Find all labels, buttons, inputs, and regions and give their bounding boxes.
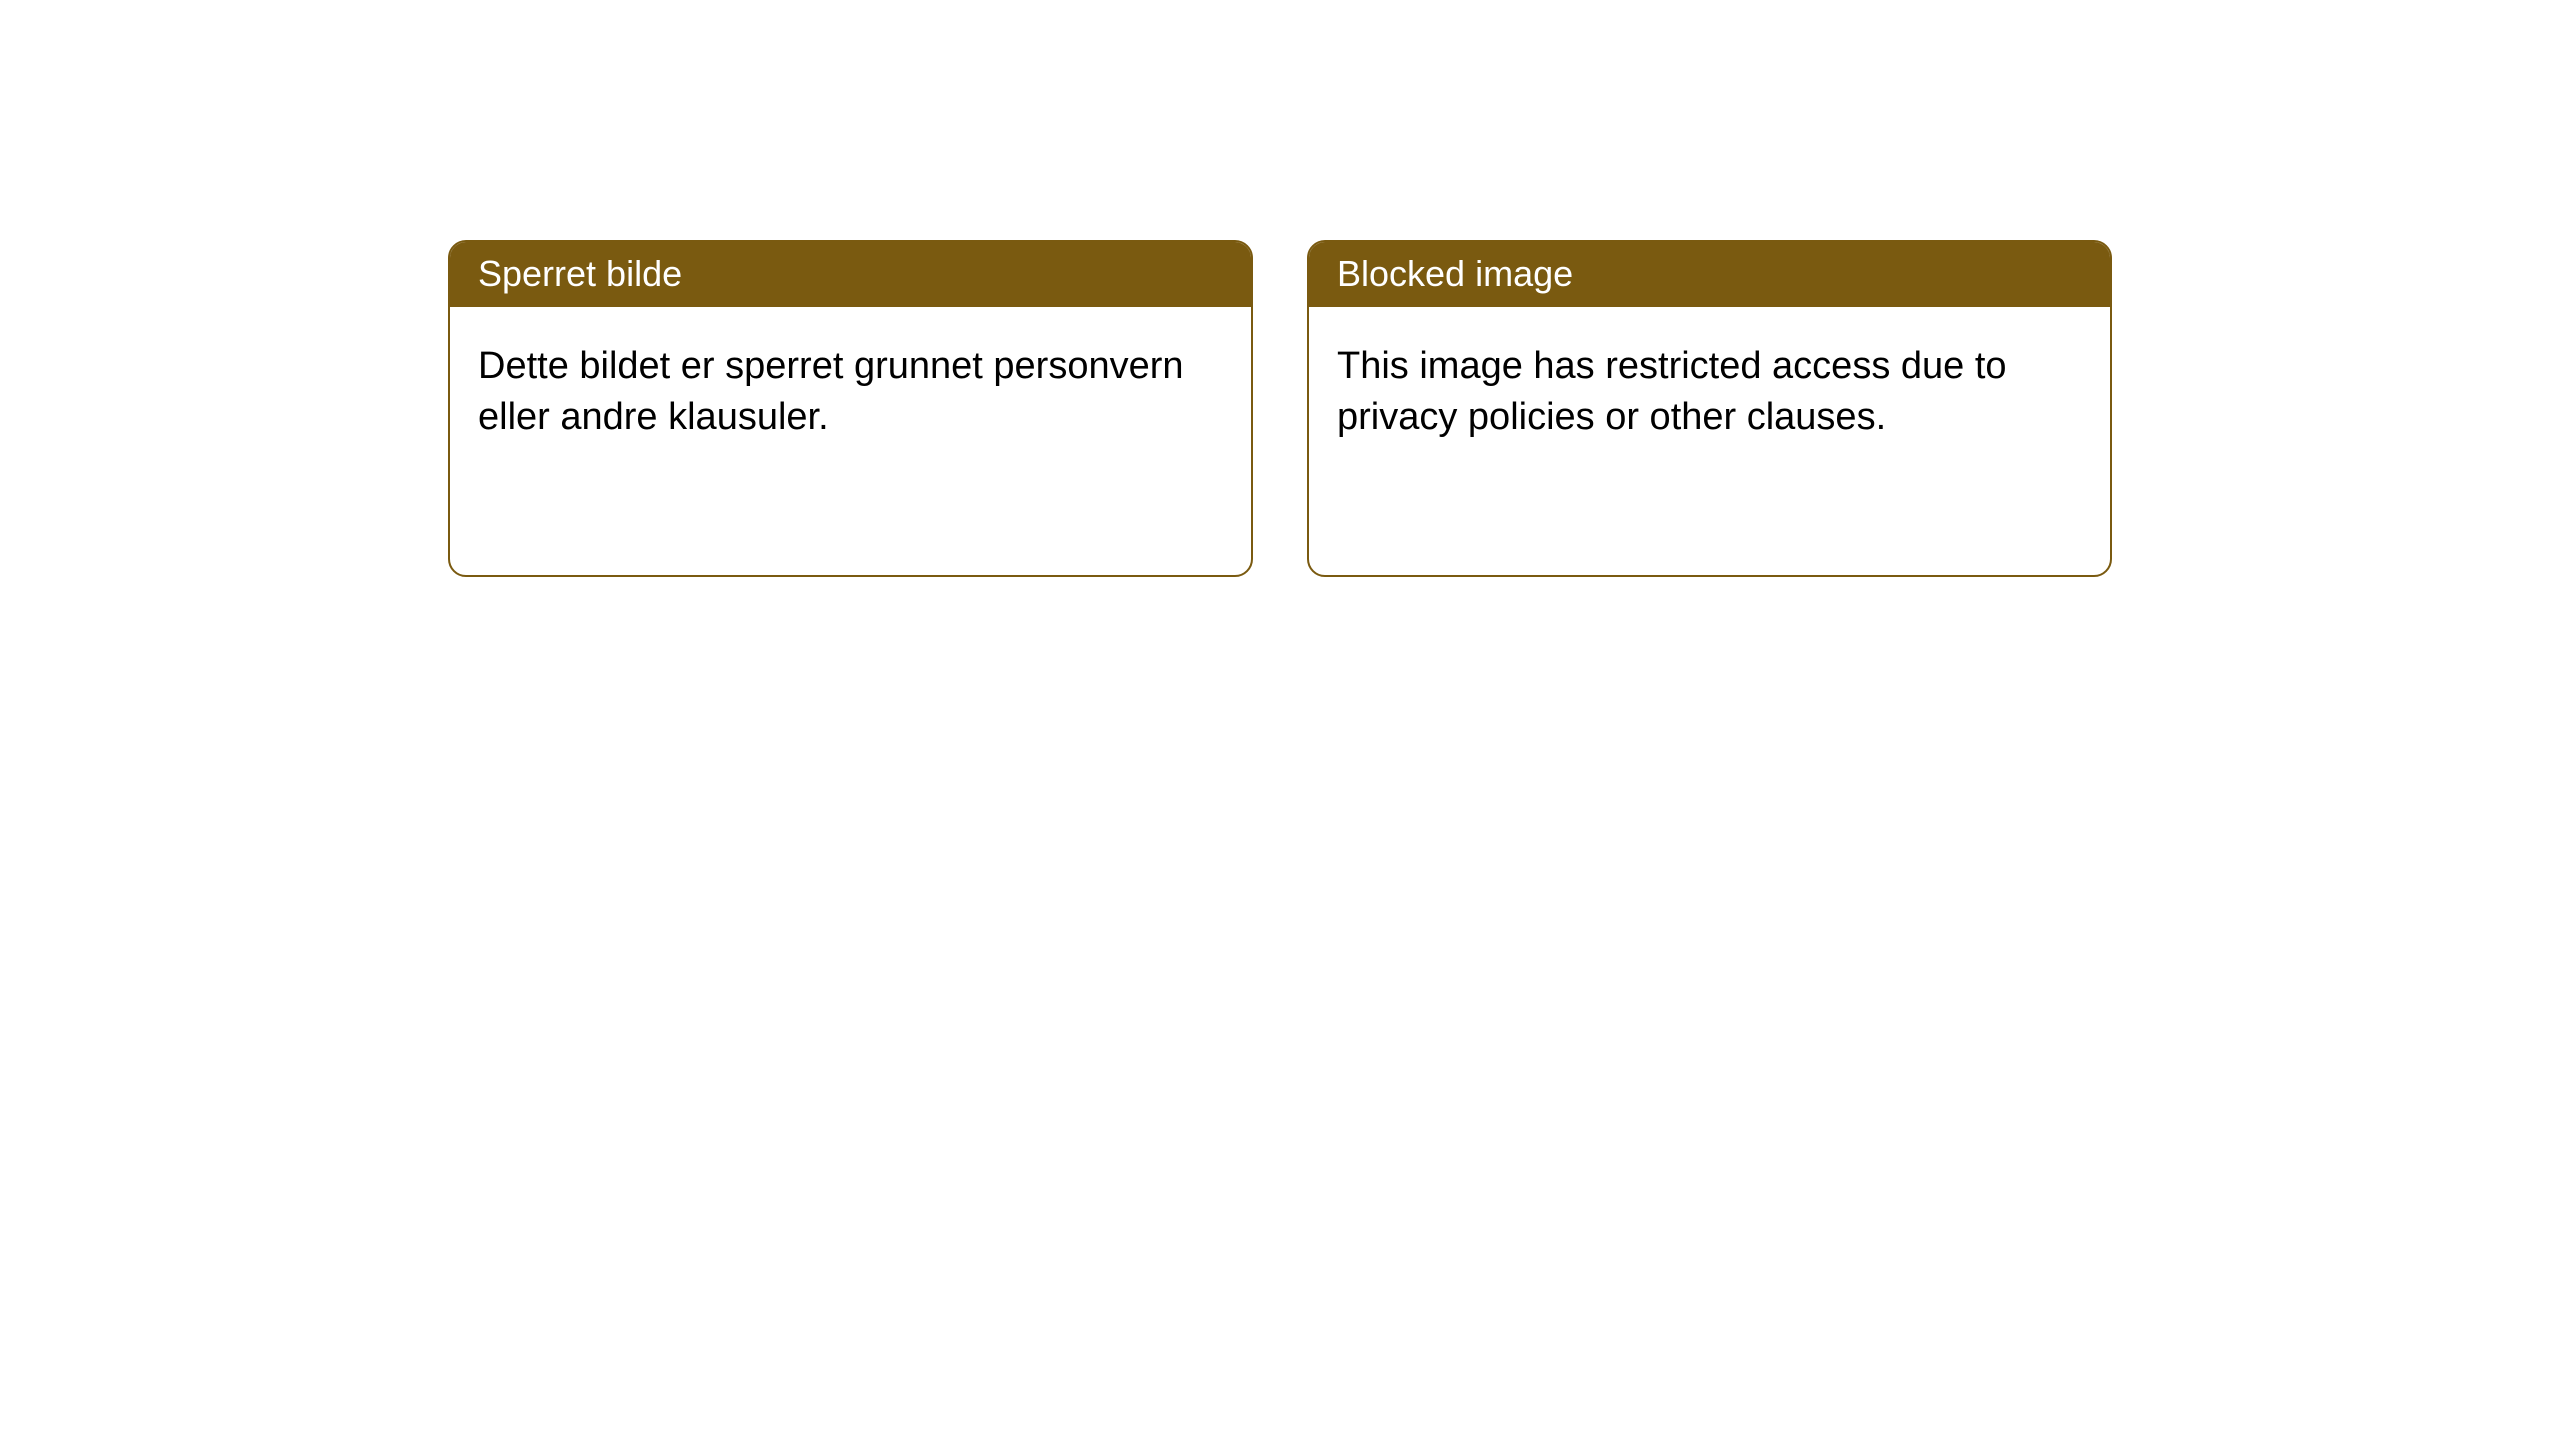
notice-card-english: Blocked image This image has restricted … bbox=[1307, 240, 2112, 577]
notice-card-body: This image has restricted access due to … bbox=[1309, 307, 2110, 575]
notice-container: Sperret bilde Dette bildet er sperret gr… bbox=[0, 0, 2560, 577]
notice-card-title: Blocked image bbox=[1309, 242, 2110, 307]
notice-card-norwegian: Sperret bilde Dette bildet er sperret gr… bbox=[448, 240, 1253, 577]
notice-card-title: Sperret bilde bbox=[450, 242, 1251, 307]
notice-card-body: Dette bildet er sperret grunnet personve… bbox=[450, 307, 1251, 575]
